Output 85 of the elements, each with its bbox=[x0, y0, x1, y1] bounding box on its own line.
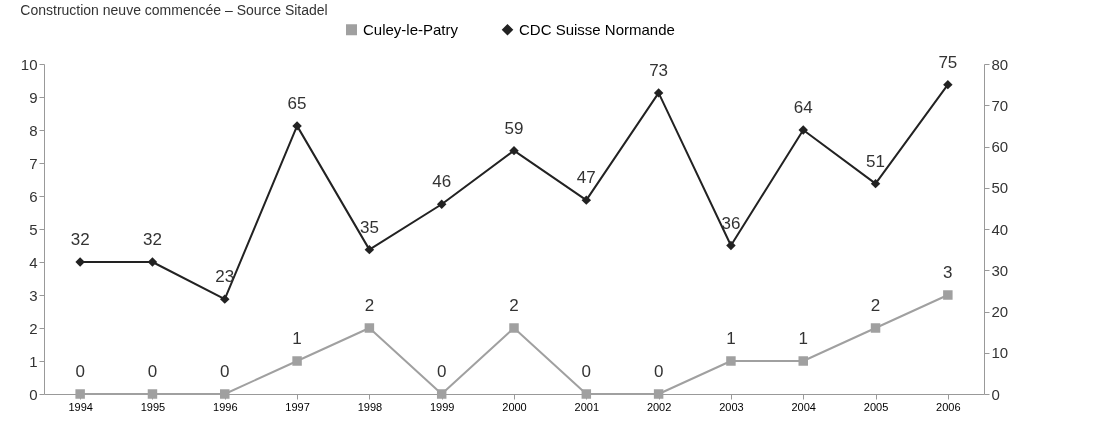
data-label: 51 bbox=[866, 151, 885, 171]
x-tick-label: 1995 bbox=[140, 400, 166, 413]
data-label: 0 bbox=[581, 362, 592, 381]
y2-tick-label: 60 bbox=[991, 138, 1009, 155]
y2-tick-label: 40 bbox=[991, 220, 1009, 238]
point bbox=[147, 389, 158, 399]
data-label: 2 bbox=[509, 296, 519, 315]
data-label: 0 bbox=[147, 362, 158, 381]
point bbox=[220, 389, 230, 399]
data-label: 0 bbox=[436, 362, 447, 381]
x-tick-label: 2003 bbox=[719, 400, 744, 413]
y-tick-label: 7 bbox=[29, 154, 38, 172]
y2-tick-label: 30 bbox=[991, 261, 1009, 279]
x-tick-label: 1998 bbox=[357, 400, 383, 413]
x-tick-label: 2006 bbox=[936, 400, 961, 413]
data-label: 2 bbox=[364, 296, 375, 315]
x-tick-label: 2004 bbox=[791, 400, 816, 413]
y-tick-label: 4 bbox=[29, 253, 38, 271]
data-label: 0 bbox=[653, 362, 664, 381]
data-label: 3 bbox=[943, 263, 953, 282]
chart-title: Construction neuve commencée – Source Sitadel bbox=[20, 2, 328, 18]
y2-tick-label: 50 bbox=[991, 179, 1009, 197]
y2-tick-label: 20 bbox=[991, 303, 1009, 320]
data-label: 1 bbox=[726, 329, 736, 348]
point bbox=[364, 244, 375, 255]
x-tick-label: 1997 bbox=[285, 400, 310, 413]
point bbox=[581, 389, 592, 399]
y2-tick-label: 10 bbox=[991, 344, 1009, 362]
point bbox=[436, 389, 447, 399]
data-label: 23 bbox=[215, 267, 235, 287]
point bbox=[870, 323, 881, 333]
point bbox=[364, 323, 375, 333]
data-label: 2 bbox=[870, 296, 881, 315]
data-label: 0 bbox=[75, 362, 85, 381]
y-tick-label: 5 bbox=[29, 220, 38, 238]
x-tick-label: 1999 bbox=[429, 400, 455, 413]
point bbox=[509, 323, 519, 333]
point bbox=[220, 294, 230, 304]
point bbox=[436, 199, 447, 209]
y-tick-label: 1 bbox=[29, 352, 38, 370]
y2-tick-label: 80 bbox=[991, 55, 1009, 73]
data-label: 64 bbox=[793, 98, 813, 117]
point bbox=[147, 257, 158, 267]
x-tick-label: 2001 bbox=[574, 400, 600, 413]
data-label: 35 bbox=[359, 217, 379, 237]
data-label: 32 bbox=[143, 230, 162, 249]
data-label: 65 bbox=[287, 93, 307, 113]
point bbox=[726, 356, 736, 366]
legend-label: Culey-le-Patry bbox=[363, 20, 459, 38]
y2-tick-label: 0 bbox=[991, 385, 1000, 403]
y-tick-label: 6 bbox=[29, 187, 38, 205]
data-label: 36 bbox=[721, 213, 741, 233]
point bbox=[798, 356, 808, 366]
x-tick-label: 2002 bbox=[646, 400, 672, 413]
data-label: 59 bbox=[504, 118, 524, 138]
x-tick-label: 1994 bbox=[68, 400, 93, 413]
data-label: 32 bbox=[70, 230, 90, 249]
y-tick-label: 3 bbox=[29, 286, 38, 304]
y-tick-label: 8 bbox=[29, 121, 38, 139]
y2-tick-label: 70 bbox=[991, 96, 1009, 114]
data-label: 75 bbox=[938, 52, 958, 72]
legend-label: CDC Suisse Normande bbox=[519, 20, 675, 38]
y-tick-label: 2 bbox=[29, 319, 38, 337]
data-label: 1 bbox=[798, 329, 808, 348]
point bbox=[943, 290, 953, 300]
y-tick-label: 0 bbox=[29, 385, 38, 403]
point bbox=[581, 195, 592, 205]
y-tick-label: 9 bbox=[29, 88, 38, 106]
y-tick-label: 10 bbox=[20, 55, 38, 73]
point bbox=[75, 389, 85, 399]
data-label: 0 bbox=[220, 362, 230, 381]
data-label: 73 bbox=[649, 60, 669, 80]
point bbox=[870, 178, 881, 189]
data-label: 46 bbox=[432, 172, 452, 192]
point bbox=[509, 145, 519, 156]
point bbox=[292, 356, 302, 366]
point bbox=[653, 88, 664, 98]
data-label: 47 bbox=[576, 168, 596, 188]
point bbox=[653, 389, 664, 399]
x-tick-label: 1996 bbox=[213, 400, 238, 413]
point bbox=[943, 79, 953, 90]
point bbox=[726, 240, 736, 251]
x-tick-label: 2005 bbox=[863, 400, 889, 413]
data-label: 1 bbox=[292, 329, 302, 348]
x-tick-label: 2000 bbox=[502, 400, 527, 413]
